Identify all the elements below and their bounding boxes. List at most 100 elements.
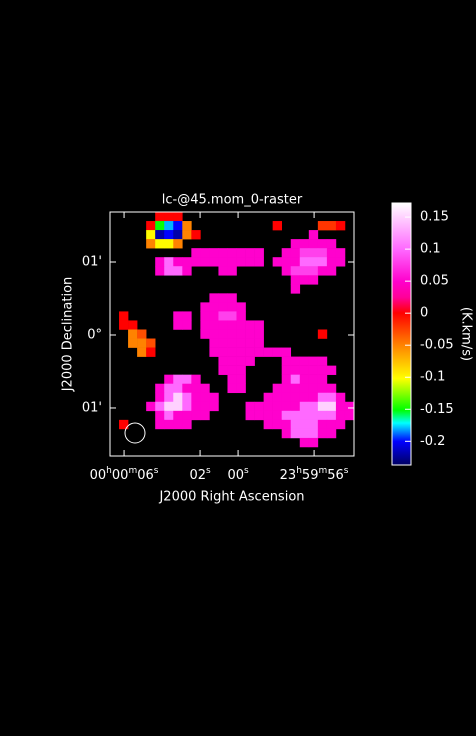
raster-cell xyxy=(281,410,292,421)
raster-cell xyxy=(299,365,310,375)
raster-cell xyxy=(335,257,346,267)
y-tick-label: 01' xyxy=(82,254,102,269)
raster-cell xyxy=(335,419,346,430)
raster-cell xyxy=(308,401,319,412)
raster-cell xyxy=(200,383,210,394)
raster-cell xyxy=(191,410,201,421)
raster-cell xyxy=(299,257,310,267)
raster-cell xyxy=(290,365,301,375)
raster-cell xyxy=(290,239,301,249)
raster-cell xyxy=(299,266,310,276)
raster-cell xyxy=(128,338,138,348)
raster-cell xyxy=(191,401,201,412)
raster-cell xyxy=(317,392,328,403)
raster-cell xyxy=(227,347,237,357)
raster-cell xyxy=(191,248,201,258)
raster-cell xyxy=(263,347,273,357)
raster-cell xyxy=(317,221,328,231)
raster-cell xyxy=(344,410,355,421)
raster-cell xyxy=(326,221,337,231)
raster-cell xyxy=(299,410,310,421)
raster-cell xyxy=(290,410,301,421)
raster-cell xyxy=(308,248,319,258)
raster-cell xyxy=(155,221,165,231)
raster-cell xyxy=(308,410,319,421)
raster-cell xyxy=(308,239,319,249)
raster-cell xyxy=(218,257,228,267)
raster-cell xyxy=(299,392,310,403)
raster-cell xyxy=(146,401,156,412)
raster-cell xyxy=(326,428,337,439)
raster-cell xyxy=(173,401,183,412)
raster-cell xyxy=(308,383,319,394)
raster-cell xyxy=(164,401,174,412)
raster-cell xyxy=(209,257,219,267)
raster-cell xyxy=(245,338,255,348)
raster-cell xyxy=(308,230,319,240)
raster-cell xyxy=(281,419,292,430)
raster-cell xyxy=(299,374,310,385)
raster-cell xyxy=(218,347,228,357)
raster-cell xyxy=(299,383,310,394)
raster-cell xyxy=(326,383,337,394)
raster xyxy=(119,212,355,448)
raster-cell xyxy=(164,212,174,222)
raster-cell xyxy=(245,248,255,258)
raster-cell xyxy=(281,365,292,375)
raster-cell xyxy=(236,302,246,312)
y-tick-label: 01' xyxy=(82,400,102,415)
y-tick-label: 0° xyxy=(87,327,102,342)
raster-cell xyxy=(299,428,310,439)
raster-cell xyxy=(245,401,255,412)
raster-cell xyxy=(155,401,165,412)
raster-cell xyxy=(200,401,210,412)
raster-cell xyxy=(155,212,165,222)
colorbar-tick-label: -0.1 xyxy=(420,370,445,385)
raster-cell xyxy=(182,392,192,403)
raster-cell xyxy=(263,419,273,430)
raster-cell xyxy=(209,302,219,312)
raster-cell xyxy=(308,356,319,366)
raster-cell xyxy=(281,392,292,403)
raster-cell xyxy=(326,392,337,403)
raster-cell xyxy=(227,338,237,348)
raster-cell xyxy=(281,248,292,258)
raster-cell xyxy=(164,266,174,276)
raster-cell xyxy=(227,293,237,303)
raster-cell xyxy=(326,401,337,412)
raster-cell xyxy=(164,374,174,385)
raster-cell xyxy=(182,257,192,267)
raster-cell xyxy=(200,248,210,258)
beam xyxy=(124,422,146,444)
raster-cell xyxy=(119,311,129,321)
raster-cell xyxy=(254,329,264,339)
x-tick-label: 23h59m56s xyxy=(280,466,349,483)
raster-cell xyxy=(254,401,264,412)
raster-cell xyxy=(245,257,255,267)
raster-cell xyxy=(218,329,228,339)
raster-cell xyxy=(299,239,310,249)
raster-cell xyxy=(299,437,310,448)
raster-cell xyxy=(146,221,156,231)
raster-cell xyxy=(209,392,219,403)
raster-cell xyxy=(344,401,355,412)
raster-cell xyxy=(254,320,264,330)
raster-cell xyxy=(218,293,228,303)
raster-cell xyxy=(326,248,337,258)
raster-cell xyxy=(146,239,156,249)
raster-cell xyxy=(308,257,319,267)
raster-cell xyxy=(335,248,346,258)
raster-cell xyxy=(182,401,192,412)
raster-cell xyxy=(173,311,183,321)
raster-cell xyxy=(245,320,255,330)
raster-cell xyxy=(182,419,192,430)
raster-cell xyxy=(173,239,183,249)
raster-cell xyxy=(308,365,319,375)
raster-cell xyxy=(209,401,219,412)
raster-cell xyxy=(317,374,328,385)
colorbar-tick-label: 0.15 xyxy=(420,210,449,225)
raster-cell xyxy=(218,365,228,375)
raster-cell xyxy=(173,320,183,330)
raster-cell xyxy=(182,410,192,421)
raster-cell xyxy=(191,392,201,403)
